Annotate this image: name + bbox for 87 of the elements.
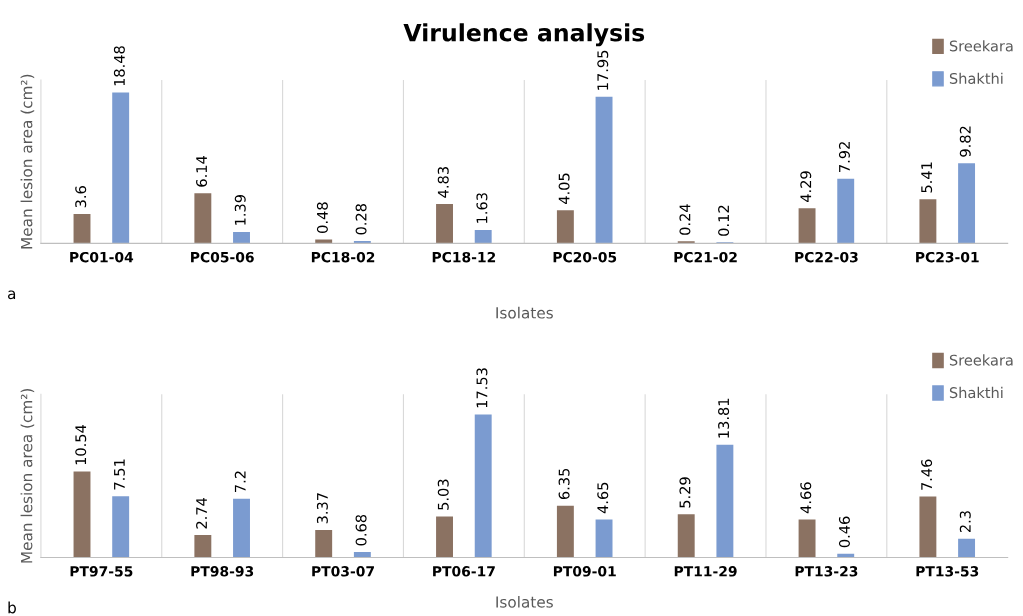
- x-tick-label: PC01-04: [70, 251, 134, 263]
- x-tick-label: PC05-06: [191, 251, 254, 263]
- bar: [194, 535, 212, 558]
- data-label: 3.6: [75, 186, 87, 208]
- x-tick-label: PT11-29: [674, 566, 737, 577]
- x-tick-label: PC23-01: [916, 251, 979, 263]
- bar: [556, 505, 574, 558]
- data-label: 0.24: [679, 204, 691, 235]
- data-label: 7.2: [234, 471, 246, 492]
- bar: [112, 92, 130, 244]
- data-label: 2.3: [959, 511, 971, 533]
- bar: [958, 163, 976, 244]
- bar: [194, 193, 212, 244]
- data-label: 4.05: [558, 173, 570, 204]
- bar: [919, 496, 937, 558]
- y-axis-title: Mean lesion area (cm²): [20, 388, 35, 563]
- bar: [112, 496, 130, 558]
- data-label: 18.48: [113, 46, 125, 86]
- bar: [798, 519, 816, 558]
- data-label: 7.51: [114, 459, 125, 490]
- text: a: [8, 290, 16, 300]
- data-label: 10.54: [75, 424, 87, 465]
- bar: [474, 230, 492, 244]
- data-label: 3.37: [316, 493, 328, 524]
- bar: [595, 96, 613, 244]
- x-tick-label: PC21-02: [674, 251, 737, 263]
- chart-title: Virulence analysis: [403, 23, 645, 47]
- bar: [919, 199, 937, 244]
- data-label: 6.35: [558, 468, 570, 500]
- x-tick-label: PT09-01: [553, 566, 616, 577]
- bar: [353, 551, 371, 558]
- data-label: 0.12: [718, 205, 730, 236]
- bar: [798, 208, 816, 244]
- bar: [436, 516, 453, 558]
- x-axis-title: Isolates: [496, 306, 553, 319]
- legend-label: Sreekara: [949, 354, 1013, 366]
- x-tick-label: PT13-53: [916, 566, 979, 577]
- x-tick-label: PC22-03: [795, 251, 858, 263]
- bar: [233, 498, 250, 558]
- data-label: 5.41: [921, 162, 933, 193]
- x-axis-title: Isolates: [496, 595, 553, 608]
- data-label: 13.81: [718, 398, 730, 438]
- data-label: 6.14: [196, 156, 208, 187]
- data-label: 4.65: [597, 482, 609, 514]
- bar: [837, 178, 855, 244]
- legend-label: Shakthi: [949, 386, 1003, 399]
- data-label: 0.28: [355, 204, 367, 235]
- x-tick-label: PC18-12: [432, 251, 496, 263]
- data-label: 0.46: [838, 516, 850, 548]
- x-tick-label: PT97-55: [70, 566, 133, 577]
- bar: [233, 231, 250, 244]
- data-label: 4.66: [800, 482, 812, 514]
- x-tick-label: PT13-23: [795, 566, 858, 577]
- data-label: 7.92: [838, 142, 850, 172]
- data-label: 4.83: [437, 167, 449, 198]
- bar: [716, 444, 734, 558]
- x-tick-label: PT98-93: [191, 566, 254, 577]
- bar: [315, 529, 333, 558]
- bar: [73, 213, 91, 244]
- x-tick-label: PT03-07: [312, 566, 374, 577]
- bar: [958, 538, 976, 558]
- data-label: 1.39: [234, 194, 246, 225]
- x-tick-label: PC18-02: [311, 251, 375, 263]
- x-tick-label: PT06-17: [433, 566, 495, 577]
- bar: [474, 414, 492, 558]
- data-label: 17.95: [597, 50, 609, 90]
- bar: [595, 519, 613, 558]
- data-label: 0.48: [316, 202, 328, 233]
- bar: [677, 514, 695, 558]
- data-label: 7.46: [921, 459, 933, 490]
- data-label: 5.03: [437, 479, 449, 510]
- text: b: [8, 601, 16, 614]
- data-label: 2.74: [196, 497, 207, 529]
- bar: [436, 203, 453, 244]
- bar: [73, 471, 91, 558]
- data-label: 4.29: [800, 171, 812, 203]
- legend-label: Shakthi: [949, 72, 1003, 84]
- data-label: 17.53: [476, 368, 488, 408]
- legend-label: Sreekara: [949, 40, 1013, 52]
- data-label: 5.29: [679, 477, 691, 508]
- y-axis-title: Mean lesion area (cm²): [20, 74, 35, 249]
- x-tick-label: PC20-05: [553, 251, 617, 263]
- bar: [556, 210, 574, 244]
- data-label: 0.68: [355, 514, 367, 546]
- bar: [315, 239, 333, 244]
- data-label: 1.63: [476, 193, 488, 223]
- data-label: 9.82: [959, 126, 971, 157]
